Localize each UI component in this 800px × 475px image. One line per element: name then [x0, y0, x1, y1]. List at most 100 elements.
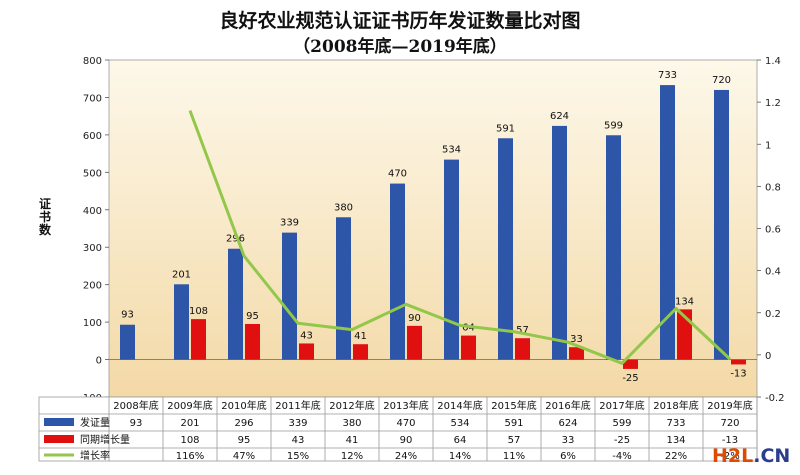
bar-increase-label: 64: [462, 323, 475, 334]
bar-issued: [606, 135, 621, 360]
table-cell-issued: 296: [234, 418, 253, 429]
y-axis-label-char: 数: [38, 223, 51, 237]
bar-issued-label: 201: [172, 269, 191, 280]
bar-increase: [353, 344, 368, 360]
legend-label-issued: 发证量: [80, 416, 110, 429]
watermark-part2: .CN: [753, 445, 791, 467]
table-cell-increase: 41: [346, 435, 359, 446]
table-cell-increase: 43: [292, 435, 305, 446]
bar-issued-label: 93: [121, 310, 134, 321]
y-tick-label: 500: [83, 168, 102, 179]
data-table-frame: [38, 396, 758, 462]
table-cell-increase: 134: [666, 435, 685, 446]
x-tick-label: 2008年底: [113, 399, 158, 412]
bar-increase-label: 90: [408, 313, 421, 324]
legend-label-increase: 同期增长量: [80, 433, 130, 446]
legend-label-growth: 增长率: [80, 449, 110, 462]
table-cell-increase: 64: [454, 435, 467, 446]
table-cell-growth: 12%: [341, 451, 363, 462]
table-cell-growth: 15%: [287, 451, 309, 462]
chart-subtitle: （2008年底—2019年底）: [293, 37, 507, 57]
watermark-logo: H2L.CN: [712, 445, 790, 467]
table-cell-growth: 24%: [395, 451, 417, 462]
y-tick-label: 700: [83, 93, 102, 104]
bar-increase: [299, 343, 314, 360]
y2-tick-label: 0.2: [765, 309, 781, 320]
table-cell-issued: 470: [396, 418, 415, 429]
table-cell-issued: 380: [342, 418, 361, 429]
bar-increase: [623, 359, 638, 369]
legend-key-issued: [44, 418, 74, 426]
y-tick-label: 200: [83, 281, 102, 292]
table-cell-increase: 95: [238, 435, 251, 446]
bar-increase: [245, 323, 260, 360]
bar-issued-label: 470: [388, 169, 407, 180]
y-axis-label-char: 证: [38, 197, 51, 211]
bar-issued-label: 733: [658, 70, 677, 81]
chart-title: 良好农业规范认证证书历年发证数量比对图: [219, 10, 581, 32]
bar-increase: [515, 338, 530, 360]
bar-increase: [731, 359, 746, 365]
y-tick-label: 0: [96, 356, 102, 367]
y-tick-label: 600: [83, 131, 102, 142]
table-cell-increase: 57: [508, 435, 521, 446]
table-cell-growth: -4%: [612, 451, 631, 462]
x-tick-label: 2011年底: [275, 399, 320, 412]
bar-issued: [228, 248, 243, 360]
bar-issued-label: 599: [604, 120, 623, 131]
bar-issued-label: 380: [334, 202, 353, 213]
y2-tick-label: 1.4: [765, 56, 781, 67]
bar-increase: [191, 319, 206, 360]
bar-increase-label: 43: [300, 330, 313, 341]
table-cell-increase: 33: [562, 435, 575, 446]
table-cell-issued: 591: [504, 418, 523, 429]
x-tick-label: 2009年底: [167, 399, 212, 412]
watermark-part1: H2L: [712, 445, 754, 467]
bar-increase-label: 108: [189, 306, 208, 317]
y2-tick-label: -0.2: [765, 393, 785, 404]
bar-issued-label: 624: [550, 111, 569, 122]
x-tick-label: 2019年底: [707, 399, 752, 412]
y-axis-label-char: 书: [38, 210, 51, 224]
bar-increase-label: 41: [354, 331, 367, 342]
x-tick-label: 2013年底: [383, 399, 428, 412]
bar-increase-label: 57: [516, 325, 529, 336]
table-cell-increase: -25: [614, 435, 630, 446]
bar-issued: [174, 284, 189, 360]
table-cell-growth: 47%: [233, 451, 255, 462]
legend-key-increase: [44, 435, 74, 443]
x-tick-label: 2016年底: [545, 399, 590, 412]
bar-issued: [714, 89, 729, 360]
y2-tick-label: 1: [765, 140, 771, 151]
growth-rate-line: [188, 110, 732, 365]
bar-issued: [390, 183, 405, 360]
bar-increase-label: -25: [622, 373, 638, 384]
y2-tick-label: 0.6: [765, 225, 781, 236]
y-tick-label: 400: [83, 206, 102, 217]
table-cell-issued: 201: [180, 418, 199, 429]
bar-increase-label: 33: [570, 334, 583, 345]
table-cell-issued: 599: [612, 418, 631, 429]
table-cell-issued: 93: [130, 418, 143, 429]
x-tick-label: 2014年底: [437, 399, 482, 412]
x-tick-label: 2012年底: [329, 399, 374, 412]
bar-issued: [660, 85, 675, 360]
bar-issued: [120, 324, 135, 360]
table-cell-issued: 720: [720, 418, 739, 429]
bar-increase-label: 95: [246, 311, 259, 322]
bar-issued: [282, 232, 297, 360]
table-cell-increase: 108: [180, 435, 199, 446]
bar-issued: [552, 125, 567, 360]
y2-tick-label: 1.2: [765, 98, 781, 109]
y2-tick-label: 0.4: [765, 267, 781, 278]
table-cell-issued: 733: [666, 418, 685, 429]
bar-issued: [336, 217, 351, 360]
table-cell-growth: 14%: [449, 451, 471, 462]
bar-increase-label: 134: [675, 296, 694, 307]
table-cell-growth: -2%: [720, 451, 739, 462]
bar-issued-label: 720: [712, 75, 731, 86]
table-cell-issued: 624: [558, 418, 577, 429]
table-cell-growth: 22%: [665, 451, 687, 462]
y2-tick-label: 0.8: [765, 182, 781, 193]
